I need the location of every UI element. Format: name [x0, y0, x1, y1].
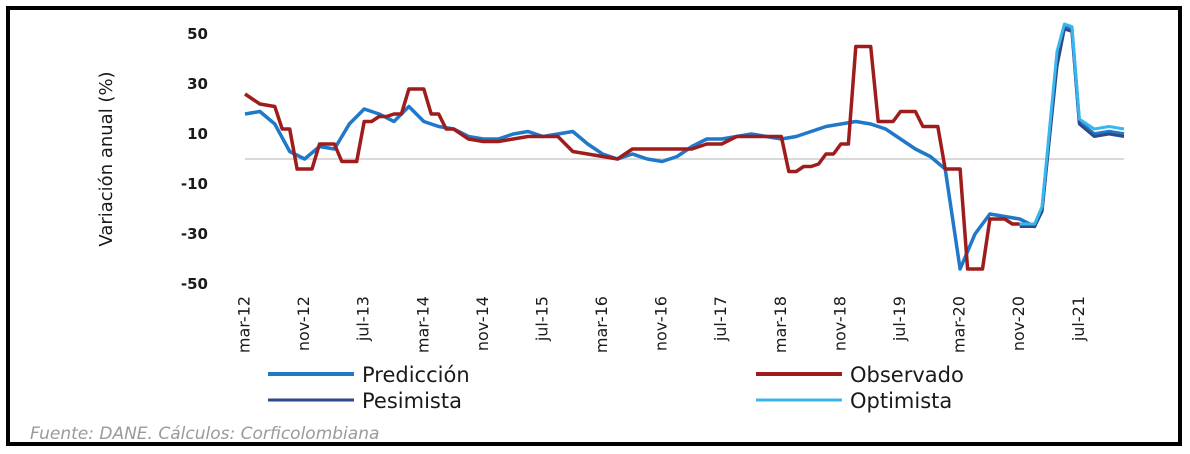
x-axis-ticks: mar-12 nov-12 jul-13 mar-14 nov-14 jul-15 mar-…	[235, 296, 1088, 353]
x-tick-label: jul-13	[354, 296, 373, 342]
series-line-prediccion	[244, 24, 1125, 271]
y-tick-label: -30	[181, 225, 208, 243]
x-tick-label: nov-20	[1009, 296, 1028, 351]
series-lines	[244, 22, 1125, 271]
legend-label-prediccion: Predicción	[362, 363, 470, 387]
x-tick-label: jul-17	[711, 296, 730, 342]
x-tick-label: mar-14	[413, 296, 432, 353]
y-tick-label: 50	[187, 25, 208, 43]
y-tick-label: 30	[187, 75, 208, 93]
x-tick-label: nov-18	[830, 296, 849, 351]
x-tick-label: jul-19	[890, 296, 909, 342]
series-line-observado	[244, 44, 1020, 271]
legend-label-observado: Observado	[850, 363, 964, 387]
x-tick-label: nov-12	[294, 296, 313, 351]
x-tick-label: mar-16	[592, 296, 611, 353]
legend: Predicción Observado Pesimista Optimista	[268, 363, 964, 413]
x-tick-label: nov-14	[473, 296, 492, 351]
y-tick-label: -50	[181, 275, 208, 293]
chart-frame	[6, 6, 1182, 446]
x-tick-label: nov-16	[652, 296, 671, 351]
y-tick-label: -10	[181, 175, 208, 193]
legend-label-optimista: Optimista	[850, 389, 952, 413]
y-axis-label: Variación anual (%)	[96, 71, 117, 246]
x-tick-label: mar-18	[771, 296, 790, 353]
y-axis-ticks: 50 30 10 -10 -30 -50	[181, 25, 208, 293]
x-tick-label: mar-12	[235, 296, 254, 353]
source-note: Fuente: DANE. Cálculos: Corficolombiana	[30, 424, 380, 444]
y-tick-label: 10	[187, 125, 208, 143]
legend-label-pesimista: Pesimista	[362, 389, 462, 413]
series-line-optimista	[1019, 22, 1125, 226]
x-tick-label: jul-15	[532, 296, 551, 342]
x-tick-label: mar-20	[950, 296, 969, 353]
x-tick-label: jul-21	[1069, 296, 1088, 342]
